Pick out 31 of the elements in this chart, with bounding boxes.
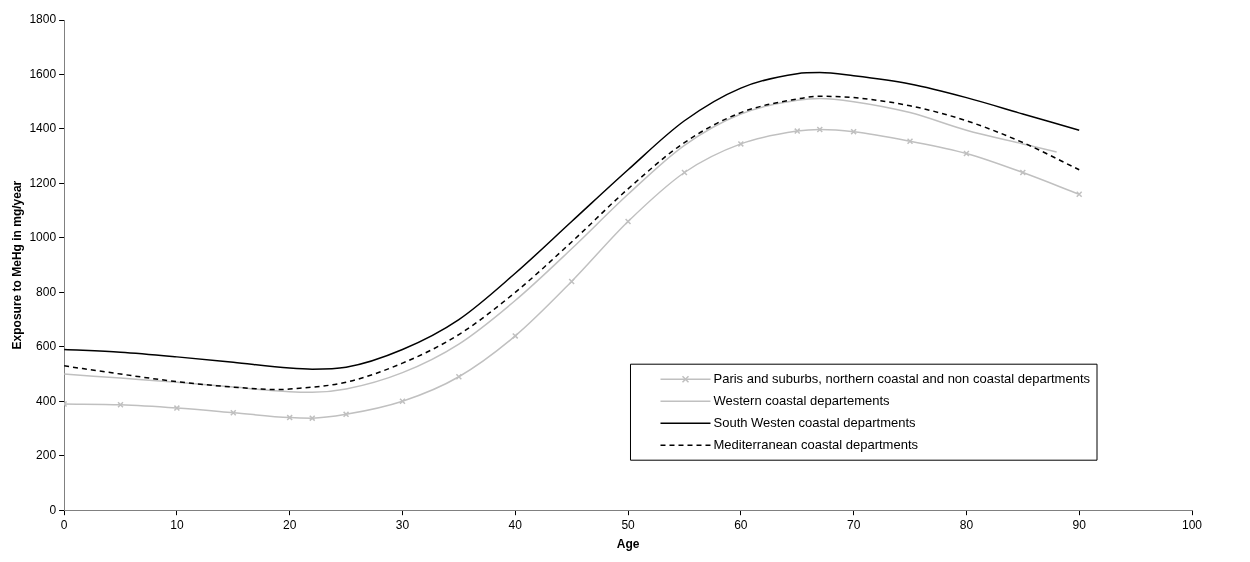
y-tick-label: 1800 — [29, 12, 57, 27]
y-tick-label: 200 — [36, 448, 57, 463]
x-tick-label: 70 — [846, 517, 861, 532]
x-tick-label: 60 — [734, 517, 748, 532]
y-tick-label: 600 — [36, 339, 57, 354]
y-tick-label: 1400 — [29, 121, 57, 136]
x-tick-label: 0 — [60, 517, 68, 532]
legend-label: South Westen coastal departments — [713, 414, 917, 430]
x-tick-label: 20 — [283, 517, 297, 532]
legend-label: Western coastal departements — [713, 392, 891, 408]
y-axis-title: Exposure to MeHg in mg/year — [9, 180, 24, 350]
x-tick-label: 50 — [621, 517, 636, 532]
y-tick-label: 800 — [36, 284, 57, 299]
x-tick-label: 40 — [508, 517, 523, 532]
point — [230, 409, 237, 416]
y-tick-label: 0 — [49, 502, 57, 517]
point — [173, 404, 181, 412]
x-tick-label: 80 — [959, 517, 974, 532]
point — [963, 150, 970, 157]
x-axis-title: Age — [616, 537, 640, 552]
y-tick-label: 1600 — [29, 66, 57, 81]
x-tick-label: 30 — [395, 517, 410, 532]
point — [850, 128, 857, 135]
y-tick-label: 1000 — [29, 230, 57, 245]
legend-label: Mediterranean coastal departments — [713, 436, 919, 452]
legend-label: Paris and suburbs, northern coastal and non coastal departments — [713, 370, 1091, 386]
y-tick-label: 1200 — [29, 175, 57, 190]
x-tick-label: 90 — [1072, 517, 1087, 532]
x-tick-label: 10 — [170, 517, 184, 532]
x-tick-label: 100 — [1181, 517, 1203, 532]
y-tick-label: 400 — [36, 393, 57, 408]
